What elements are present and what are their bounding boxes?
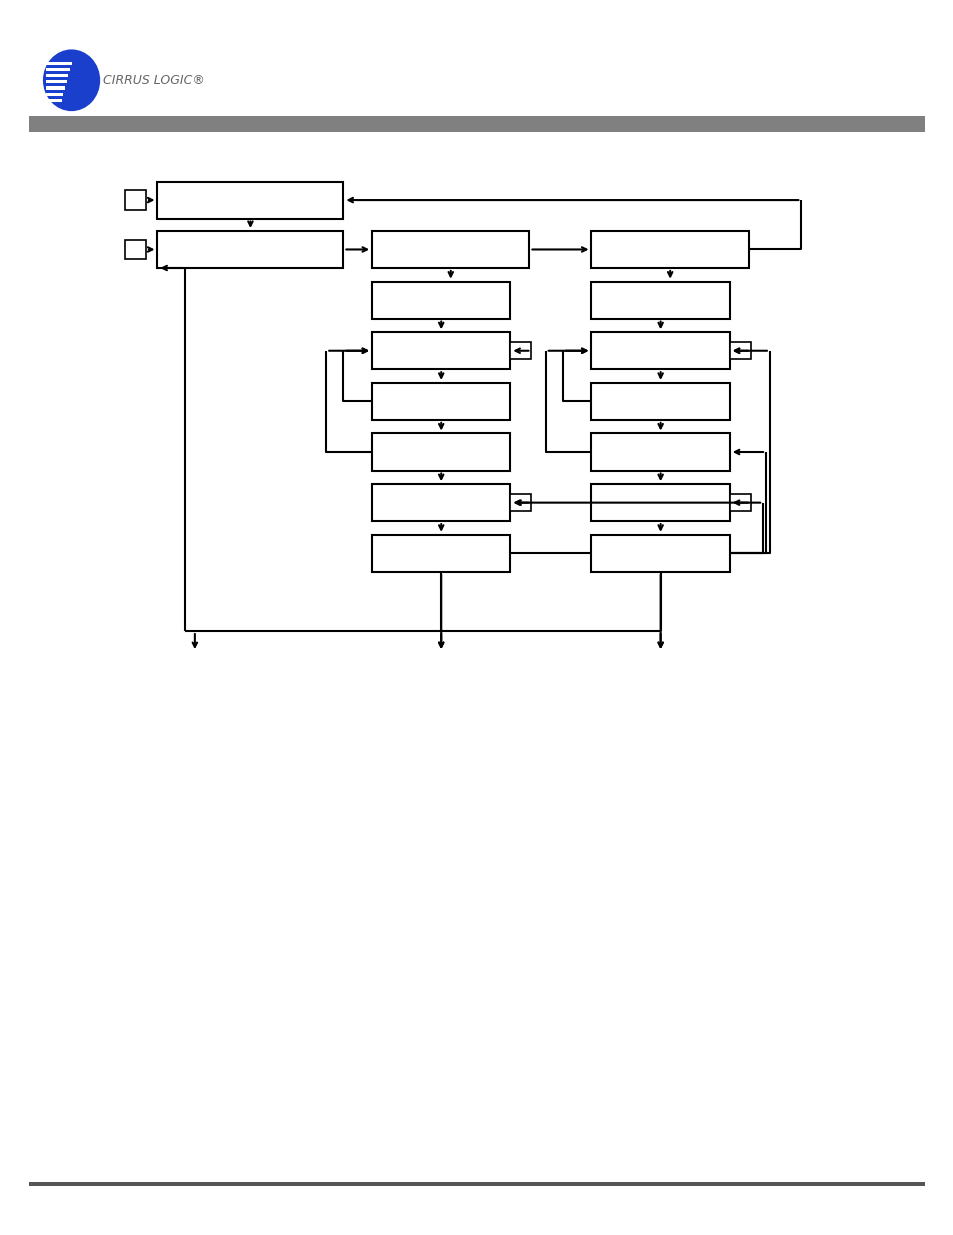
Bar bbox=[46, 86, 65, 90]
Ellipse shape bbox=[43, 49, 100, 111]
Bar bbox=[591, 282, 729, 319]
Bar bbox=[591, 231, 748, 268]
Bar bbox=[46, 93, 63, 95]
Bar bbox=[510, 494, 531, 511]
Bar bbox=[157, 182, 343, 219]
Bar bbox=[591, 535, 729, 572]
Bar bbox=[591, 484, 729, 521]
Bar bbox=[372, 383, 510, 420]
Bar bbox=[591, 433, 729, 471]
Bar bbox=[372, 484, 510, 521]
Bar bbox=[372, 332, 510, 369]
Bar bbox=[29, 116, 924, 132]
Bar bbox=[729, 494, 750, 511]
Bar bbox=[372, 282, 510, 319]
Bar bbox=[46, 74, 69, 77]
Bar bbox=[591, 383, 729, 420]
Bar bbox=[372, 433, 510, 471]
Bar bbox=[729, 342, 750, 359]
Bar bbox=[46, 99, 62, 101]
Text: CIRRUS LOGIC®: CIRRUS LOGIC® bbox=[103, 74, 205, 86]
Bar bbox=[46, 68, 70, 70]
Bar bbox=[125, 240, 146, 259]
Bar bbox=[372, 231, 529, 268]
Bar bbox=[157, 231, 343, 268]
Bar bbox=[125, 190, 146, 210]
Bar bbox=[46, 62, 71, 64]
Bar bbox=[510, 342, 531, 359]
Bar bbox=[46, 80, 67, 84]
Bar bbox=[591, 332, 729, 369]
Bar bbox=[29, 1182, 924, 1186]
Bar bbox=[372, 535, 510, 572]
